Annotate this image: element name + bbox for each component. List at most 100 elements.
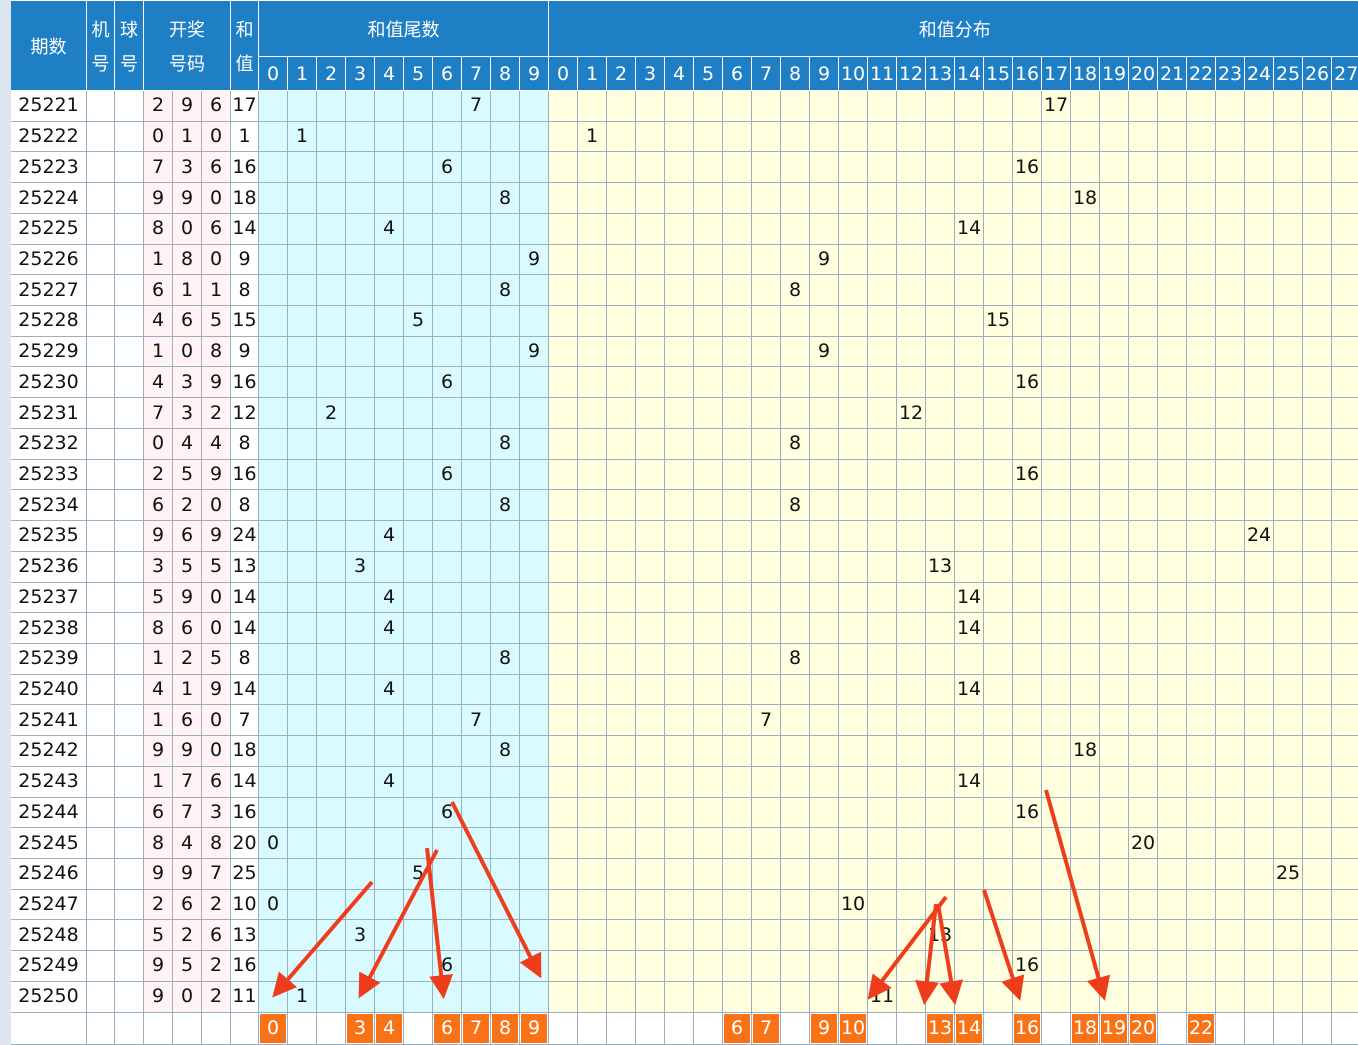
- dist-cell: [1302, 274, 1333, 307]
- tail-cell: [316, 489, 347, 522]
- dist-cell: [1302, 919, 1333, 952]
- draw-number: 9: [143, 520, 173, 552]
- dist-cell: [1273, 950, 1304, 982]
- dist-cell: [693, 919, 724, 952]
- dist-col-14: 14: [954, 56, 985, 91]
- dist-cell: [751, 212, 782, 245]
- dist-cell: [1070, 919, 1101, 952]
- dist-cell: [1157, 704, 1188, 737]
- tail-cell: [374, 305, 405, 337]
- ball-cell: [114, 120, 144, 153]
- dist-cell: [1041, 827, 1072, 859]
- dist-cell: [1215, 581, 1246, 614]
- tail-mark: 9: [519, 335, 550, 368]
- draw-number: 9: [200, 520, 232, 552]
- draw-number: 8: [143, 212, 173, 245]
- tail-cell: [316, 642, 347, 675]
- draw-number: 2: [143, 90, 173, 122]
- machine-cell: [86, 550, 115, 583]
- dist-cell: [1273, 980, 1304, 1013]
- tail-cell: [461, 305, 492, 337]
- machine-cell: [86, 520, 115, 552]
- dist-col-16: 16: [1012, 56, 1043, 91]
- dist-cell: [983, 888, 1014, 921]
- dist-cell: [722, 520, 753, 552]
- table-row: 25242 9 9 0 18 8 18: [0, 735, 1358, 767]
- draw-number: 5: [200, 550, 232, 583]
- tail-cell: [316, 950, 347, 982]
- dist-cell: [1157, 90, 1188, 122]
- tail-mark: 5: [403, 857, 434, 890]
- dist-cell: [664, 550, 695, 583]
- dist-cell: [548, 888, 579, 921]
- dist-mark: 15: [983, 305, 1014, 337]
- header-draw-line2: 号码: [169, 53, 205, 75]
- dist-cell: [664, 919, 695, 952]
- dist-cell: [809, 212, 840, 245]
- dist-cell: [1128, 90, 1159, 122]
- tail-cell: [432, 120, 463, 153]
- dist-cell: [1186, 765, 1217, 798]
- dist-cell: [635, 704, 666, 737]
- dist-cell: [809, 427, 840, 460]
- tail-cell: [287, 90, 318, 122]
- dist-cell: [1302, 366, 1333, 399]
- tail-cell: [258, 950, 289, 982]
- tail-cell: [490, 151, 521, 184]
- dist-mark: 16: [1012, 151, 1043, 184]
- dist-cell: [1041, 427, 1072, 460]
- dist-mark: 9: [809, 243, 840, 276]
- dist-cell: [635, 120, 666, 153]
- dist-cell: [983, 520, 1014, 552]
- issue-cell: 25249: [10, 950, 87, 982]
- dist-cell: [606, 919, 637, 952]
- table-row: 25224 9 9 0 18 8 18: [0, 182, 1358, 214]
- sum-cell: 15: [230, 305, 260, 337]
- tail-cell: [403, 888, 434, 921]
- tail-cell: [258, 274, 289, 307]
- header-sum: 和值: [230, 0, 260, 91]
- dist-cell: [925, 366, 956, 399]
- tail-cell: [490, 120, 521, 153]
- table-row: 25227 6 1 1 8 8 8: [0, 274, 1358, 307]
- dist-cell: [635, 550, 666, 583]
- dist-cell: [983, 335, 1014, 368]
- tail-cell: [490, 980, 521, 1013]
- dist-cell: [867, 120, 898, 153]
- dist-cell: [1331, 151, 1358, 184]
- dist-cell: [606, 673, 637, 706]
- dist-cell: [606, 335, 637, 368]
- dist-cell: [722, 305, 753, 337]
- dist-cell: [1128, 120, 1159, 153]
- dist-cell: [1099, 335, 1130, 368]
- dist-cell: [693, 458, 724, 491]
- draw-number: 2: [143, 458, 173, 491]
- dist-cell: [809, 581, 840, 614]
- dist-cell: [1099, 182, 1130, 214]
- dist-cell: [693, 612, 724, 644]
- dist-col-27: 27: [1331, 56, 1358, 91]
- dist-cell: [1215, 704, 1246, 737]
- dist-mark: 25: [1273, 857, 1304, 890]
- dist-mark: 16: [1012, 458, 1043, 491]
- tail-cell: [519, 397, 550, 429]
- dist-cell: [867, 274, 898, 307]
- dist-col-7: 7: [751, 56, 782, 91]
- tail-cell: [258, 182, 289, 214]
- issue-cell: 25245: [10, 827, 87, 859]
- machine-cell: [86, 980, 115, 1013]
- tail-cell: [490, 704, 521, 737]
- row-spacer: [0, 1011, 11, 1045]
- dist-cell: [1070, 458, 1101, 491]
- dist-cell: [1244, 857, 1275, 890]
- dist-cell: [925, 581, 956, 614]
- dist-cell: [751, 888, 782, 921]
- tail-cell: [403, 90, 434, 122]
- dist-cell: [1215, 857, 1246, 890]
- tail-cell: [374, 704, 405, 737]
- dist-cell: [896, 182, 927, 214]
- tail-cell: [374, 90, 405, 122]
- prediction-blank: [172, 1011, 202, 1045]
- tail-cell: [490, 550, 521, 583]
- dist-cell: [635, 827, 666, 859]
